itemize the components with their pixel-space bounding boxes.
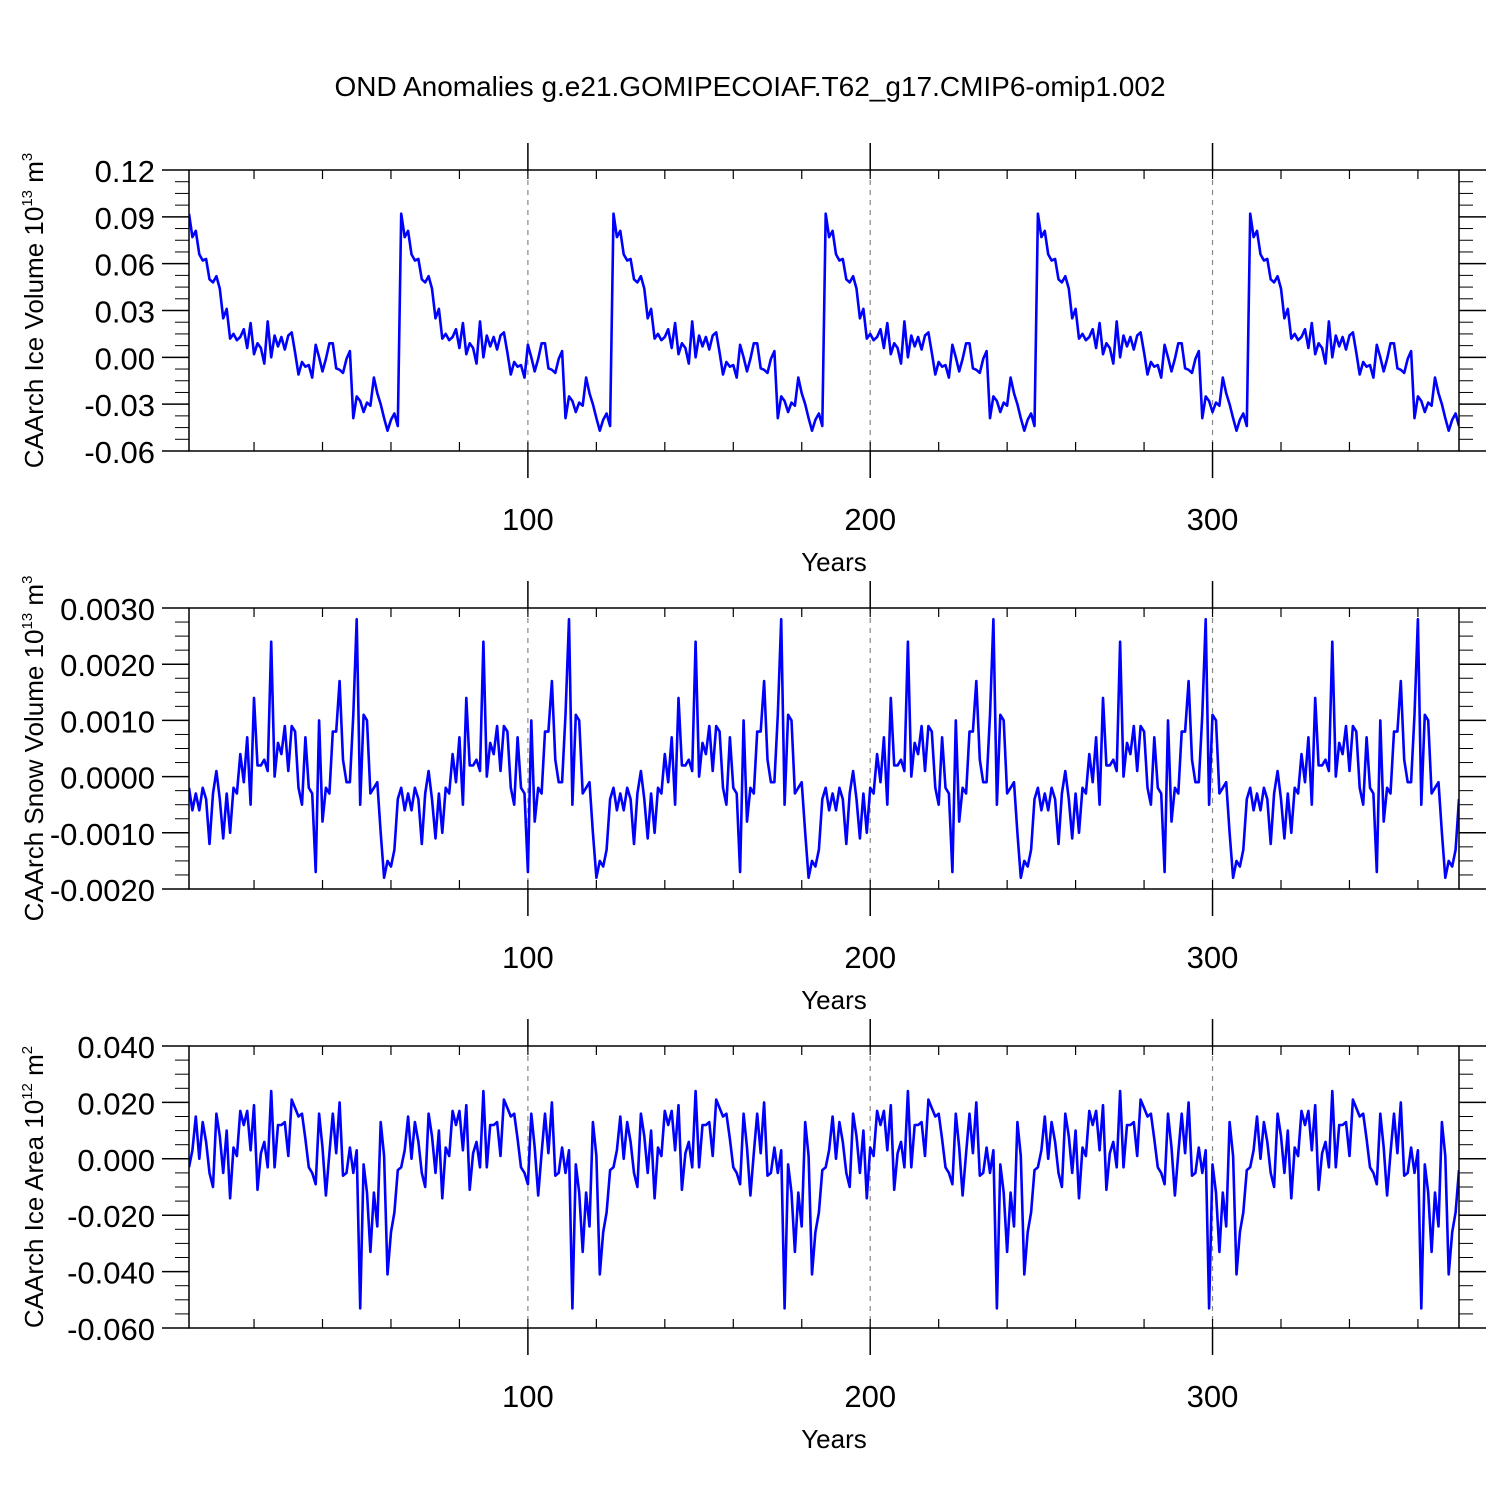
y-axis-label-exponent: 13 — [19, 613, 36, 630]
y-tick-label: -0.03 — [84, 388, 155, 423]
plot-frame — [188, 169, 1460, 452]
y-axis-label-unit-exponent: 3 — [19, 153, 36, 161]
y-axis-label-text: CAArch Ice Volume 10 — [19, 207, 49, 469]
x-tick-label: 300 — [1187, 1379, 1239, 1414]
y-tick-label: -0.06 — [84, 435, 155, 470]
chart-panel-3: 100 200 300 -0.060 -0.040 -0.020 0.000 0.020 0.0… — [19, 1019, 1486, 1454]
y-tick-label: 0.000 — [77, 1143, 155, 1178]
y-axis-label-unit-exponent: 3 — [19, 576, 36, 584]
x-tick-label: 100 — [502, 1379, 554, 1414]
x-tick-label: 300 — [1187, 940, 1239, 975]
y-tick-label: -0.0010 — [50, 817, 155, 852]
y-tick-label: 0.0000 — [60, 761, 155, 796]
plot-frame — [188, 607, 1460, 890]
x-tick-label: 200 — [844, 1379, 896, 1414]
x-tick-label: 300 — [1187, 502, 1239, 537]
y-axis-label: CAArch Snow Volume 1013 m3 — [19, 576, 49, 922]
chart-panels: 100 200 300 -0.06 -0.03 0.00 0.03 0.06 0.09 0.12 Y… — [19, 143, 1486, 1454]
y-axis-label-text: CAArch Ice Area 10 — [19, 1100, 49, 1328]
y-tick-label: 0.06 — [95, 248, 155, 283]
y-tick-label: 0.0030 — [60, 592, 155, 627]
y-tick-label: -0.060 — [67, 1312, 155, 1347]
y-tick-label: 0.00 — [95, 341, 155, 376]
y-axis-label-exponent: 13 — [19, 190, 36, 207]
y-axis-label-text: CAArch Snow Volume 10 — [19, 629, 49, 921]
series-line — [189, 212, 1459, 432]
x-tick-label: 100 — [502, 502, 554, 537]
x-axis-label: Years — [801, 1424, 867, 1454]
y-tick-label: 0.020 — [77, 1086, 155, 1121]
y-tick-label: 0.0010 — [60, 704, 155, 739]
y-axis-label-unit-exponent: 2 — [19, 1046, 36, 1054]
y-tick-label: 0.09 — [95, 201, 155, 236]
series-line — [189, 1089, 1459, 1310]
chart-panel-1: 100 200 300 -0.06 -0.03 0.00 0.03 0.06 0.09 0.12 Y… — [19, 143, 1486, 577]
y-tick-label: 0.040 — [77, 1030, 155, 1065]
y-tick-label: 0.12 — [95, 154, 155, 189]
plot-frame — [188, 1045, 1460, 1329]
chart-panel-2: 100 200 300 -0.0020 -0.0010 0.0000 0.0010 0.002… — [19, 576, 1486, 1015]
x-axis-label: Years — [801, 547, 867, 577]
y-tick-label: -0.040 — [67, 1256, 155, 1291]
x-tick-label: 200 — [844, 940, 896, 975]
y-tick-label: -0.020 — [67, 1199, 155, 1234]
y-axis-label-unit: m — [19, 584, 49, 613]
y-tick-label: 0.0020 — [60, 648, 155, 683]
y-tick-label: 0.03 — [95, 295, 155, 330]
chart-title: OND Anomalies g.e21.GOMIPECOIAF.T62_g17.… — [334, 71, 1165, 102]
y-axis-label-exponent: 12 — [19, 1083, 36, 1100]
y-tick-label: -0.0020 — [50, 873, 155, 908]
x-tick-label: 100 — [502, 940, 554, 975]
series-line — [189, 617, 1459, 880]
y-axis-label-unit: m — [19, 161, 49, 190]
y-axis-label: CAArch Ice Volume 1013 m3 — [19, 153, 49, 469]
y-axis-label-unit: m — [19, 1054, 49, 1083]
x-tick-label: 200 — [844, 502, 896, 537]
x-axis-label: Years — [801, 985, 867, 1015]
y-axis-label: CAArch Ice Area 1012 m2 — [19, 1046, 49, 1328]
